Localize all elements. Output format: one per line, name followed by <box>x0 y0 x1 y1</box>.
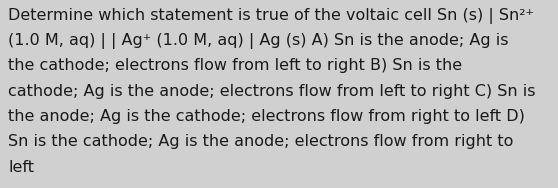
Text: the cathode; electrons flow from left to right B) Sn is the: the cathode; electrons flow from left to… <box>8 58 463 73</box>
Text: the anode; Ag is the cathode; electrons flow from right to left D): the anode; Ag is the cathode; electrons … <box>8 109 525 124</box>
Text: cathode; Ag is the anode; electrons flow from left to right C) Sn is: cathode; Ag is the anode; electrons flow… <box>8 84 536 99</box>
Text: left: left <box>8 160 35 175</box>
Text: Determine which statement is true of the voltaic cell Sn (s) | Sn²⁺: Determine which statement is true of the… <box>8 8 535 24</box>
Text: Sn is the cathode; Ag is the anode; electrons flow from right to: Sn is the cathode; Ag is the anode; elec… <box>8 134 514 149</box>
Text: (1.0 M, aq) | | Ag⁺ (1.0 M, aq) | Ag (s) A) Sn is the anode; Ag is: (1.0 M, aq) | | Ag⁺ (1.0 M, aq) | Ag (s)… <box>8 33 509 49</box>
